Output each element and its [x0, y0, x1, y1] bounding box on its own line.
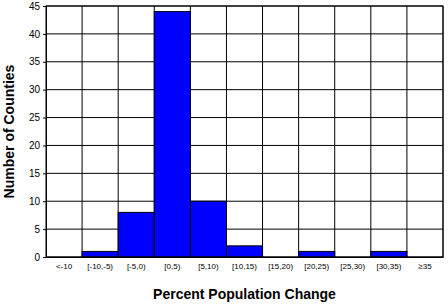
grid-line-y [46, 201, 443, 202]
y-tick-label: 10 [29, 196, 41, 207]
x-tick: <-10 [56, 257, 73, 271]
y-tick-mark [43, 201, 46, 202]
y-axis: 0 5 10 15 20 25 30 35 40 45 [29, 1, 47, 263]
grid-line-y [46, 117, 443, 118]
x-tick-label: [15,20) [268, 262, 293, 271]
bar [118, 212, 154, 257]
x-tick: [25,30) [340, 257, 365, 271]
grid-line-y [46, 89, 443, 90]
grid-line-y [46, 145, 443, 146]
bars [82, 12, 407, 257]
x-tick: [20,25) [304, 257, 329, 271]
x-tick: [-10,-5) [87, 257, 113, 271]
grid-line-x [370, 6, 371, 257]
y-tick-mark [43, 90, 46, 91]
y-axis-title: Number of Counties [1, 64, 17, 198]
y-tick: 45 [29, 1, 46, 12]
grid-line-y [46, 173, 443, 174]
x-tick: ≥35 [418, 257, 432, 271]
y-tick-label: 5 [34, 224, 40, 235]
bar [299, 251, 335, 257]
y-tick: 25 [29, 112, 46, 123]
y-tick-mark [43, 229, 46, 230]
bar [82, 251, 118, 257]
y-axis-line [43, 7, 47, 258]
plot: 0 5 10 15 20 25 30 35 40 45 <-10 [-10,-5) [-5,0) [0,5… [29, 1, 444, 271]
y-tick-mark [43, 118, 46, 119]
y-tick-label: 40 [29, 29, 41, 40]
grid-line-y [46, 33, 443, 34]
x-tick-label: [5,10) [198, 262, 219, 271]
grid-line-x [82, 6, 83, 257]
y-tick-mark [43, 34, 46, 35]
y-tick-label: 20 [29, 140, 41, 151]
x-tick-label: [30,35) [376, 262, 401, 271]
y-tick-label: 25 [29, 112, 41, 123]
grid-line-x [406, 6, 407, 257]
x-tick-label: ≥35 [418, 262, 432, 271]
grid [46, 6, 443, 257]
x-tick: [-5,0) [127, 257, 146, 271]
grid-line-x [262, 6, 263, 257]
x-tick: [30,35) [376, 257, 401, 271]
y-tick-label: 35 [29, 56, 41, 67]
x-tick: [5,10) [198, 257, 219, 271]
y-tick-mark [43, 6, 46, 7]
x-tick: [15,20) [268, 257, 293, 271]
x-tick-label: [0,5) [164, 262, 180, 271]
y-tick-label: 30 [29, 84, 41, 95]
y-tick-mark [43, 62, 46, 63]
y-tick-label: 15 [29, 168, 41, 179]
y-tick: 10 [29, 196, 46, 207]
x-tick: [0,5) [164, 257, 180, 271]
grid-line-y [46, 61, 443, 62]
y-tick: 15 [29, 168, 46, 179]
x-tick-label: [10,15) [232, 262, 257, 271]
x-tick-label: [-10,-5) [87, 262, 113, 271]
bar [226, 246, 262, 257]
x-axis-title: Percent Population Change [153, 286, 336, 302]
grid-line-x [298, 6, 299, 257]
x-tick-label: [20,25) [304, 262, 329, 271]
plot-frame [46, 6, 443, 257]
bar [371, 251, 407, 257]
y-tick-label: 0 [34, 252, 40, 263]
y-tick-mark [43, 145, 46, 146]
y-tick-label: 45 [29, 1, 41, 12]
x-tick-label: [-5,0) [127, 262, 146, 271]
chart: 0 5 10 15 20 25 30 35 40 45 <-10 [-10,-5) [-5,0) [0,5… [0, 0, 448, 307]
y-tick: 35 [29, 56, 46, 67]
grid-line-x [334, 6, 335, 257]
x-tick-label: <-10 [56, 262, 73, 271]
grid-line-y [46, 229, 443, 230]
y-tick-mark [43, 257, 46, 258]
y-tick: 5 [34, 224, 46, 235]
y-tick: 40 [29, 29, 46, 40]
y-tick: 0 [34, 252, 46, 263]
y-tick: 20 [29, 140, 46, 151]
x-tick-label: [25,30) [340, 262, 365, 271]
x-tick: [10,15) [232, 257, 257, 271]
x-axis-line [47, 257, 444, 258]
x-axis: <-10 [-10,-5) [-5,0) [0,5) [5,10) [10,15) [15,… [47, 257, 444, 271]
y-tick: 30 [29, 84, 46, 95]
bar [154, 12, 190, 257]
bar [190, 201, 226, 257]
y-tick-mark [43, 173, 46, 174]
